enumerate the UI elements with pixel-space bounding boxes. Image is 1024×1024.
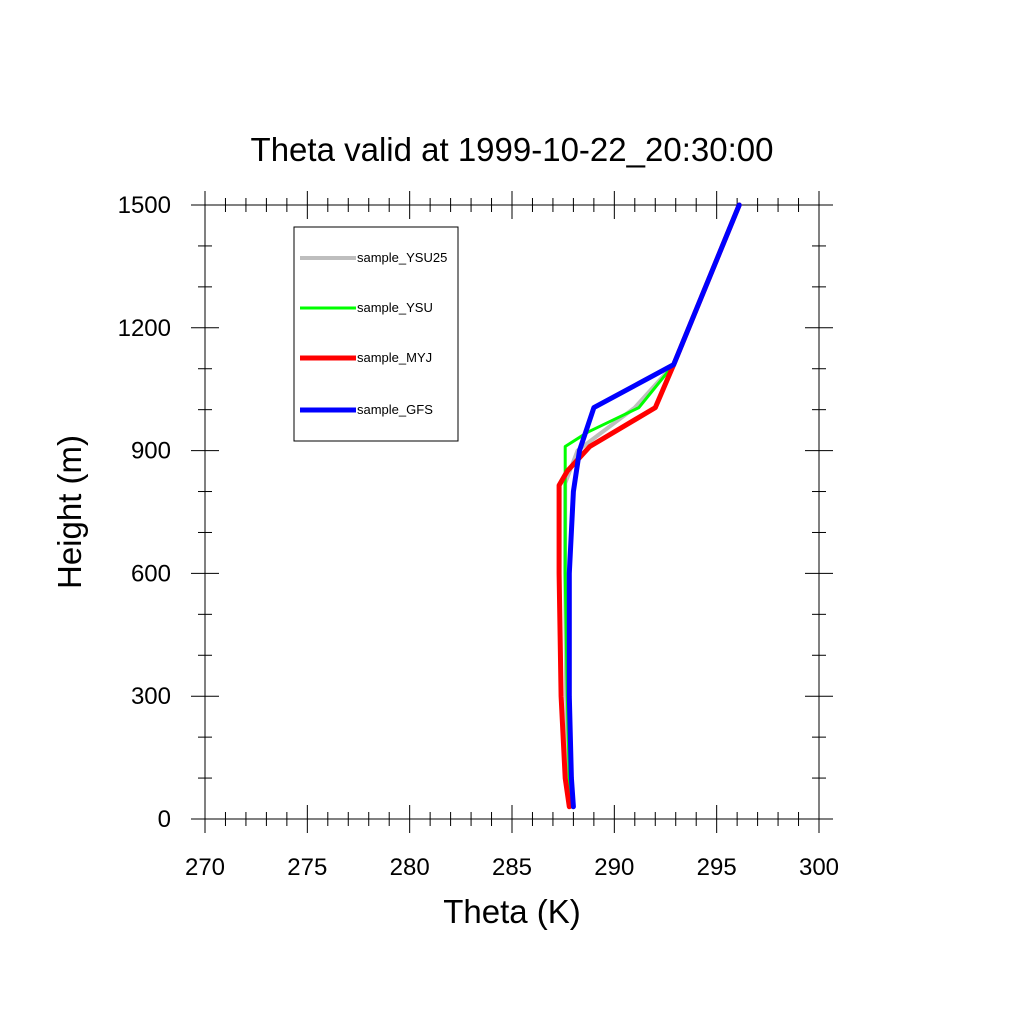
x-axis: 270 275 280 285 290 295 300	[185, 191, 839, 881]
y-tick-label: 600	[131, 560, 171, 587]
series-lines	[556, 202, 742, 810]
x-tick-label: 300	[799, 854, 839, 881]
x-tick-label: 275	[287, 854, 327, 881]
legend-label: sample_YSU	[357, 300, 433, 315]
x-tick-label: 295	[697, 854, 737, 881]
series-line-sample-ysu	[563, 203, 741, 809]
x-tick-label: 290	[594, 854, 634, 881]
y-axis-label: Height (m)	[51, 435, 88, 589]
legend-label: sample_GFS	[357, 402, 433, 417]
x-tick-label: 280	[390, 854, 430, 881]
legend-box	[293, 226, 459, 442]
series-line-sample-myj	[556, 202, 742, 810]
y-tick-label: 300	[131, 683, 171, 710]
series-line-sample-ysu25	[563, 203, 742, 809]
x-tick-label: 270	[185, 854, 225, 881]
y-axis: 0 300 600 900 1200 1500	[118, 192, 833, 833]
series-line-sample-gfs	[566, 202, 742, 810]
y-tick-label: 1500	[118, 192, 171, 219]
y-tick-label: 0	[158, 806, 171, 833]
y-tick-label: 900	[131, 438, 171, 465]
legend-label: sample_YSU25	[357, 250, 447, 265]
x-tick-label: 285	[492, 854, 532, 881]
x-axis-label: Theta (K)	[443, 893, 581, 930]
y-tick-label: 1200	[118, 315, 171, 342]
chart-title: Theta valid at 1999-10-22_20:30:00	[251, 131, 774, 168]
legend: sample_YSU25 sample_YSU sample_MYJ sample_G…	[293, 226, 459, 442]
legend-label: sample_MYJ	[357, 350, 432, 365]
